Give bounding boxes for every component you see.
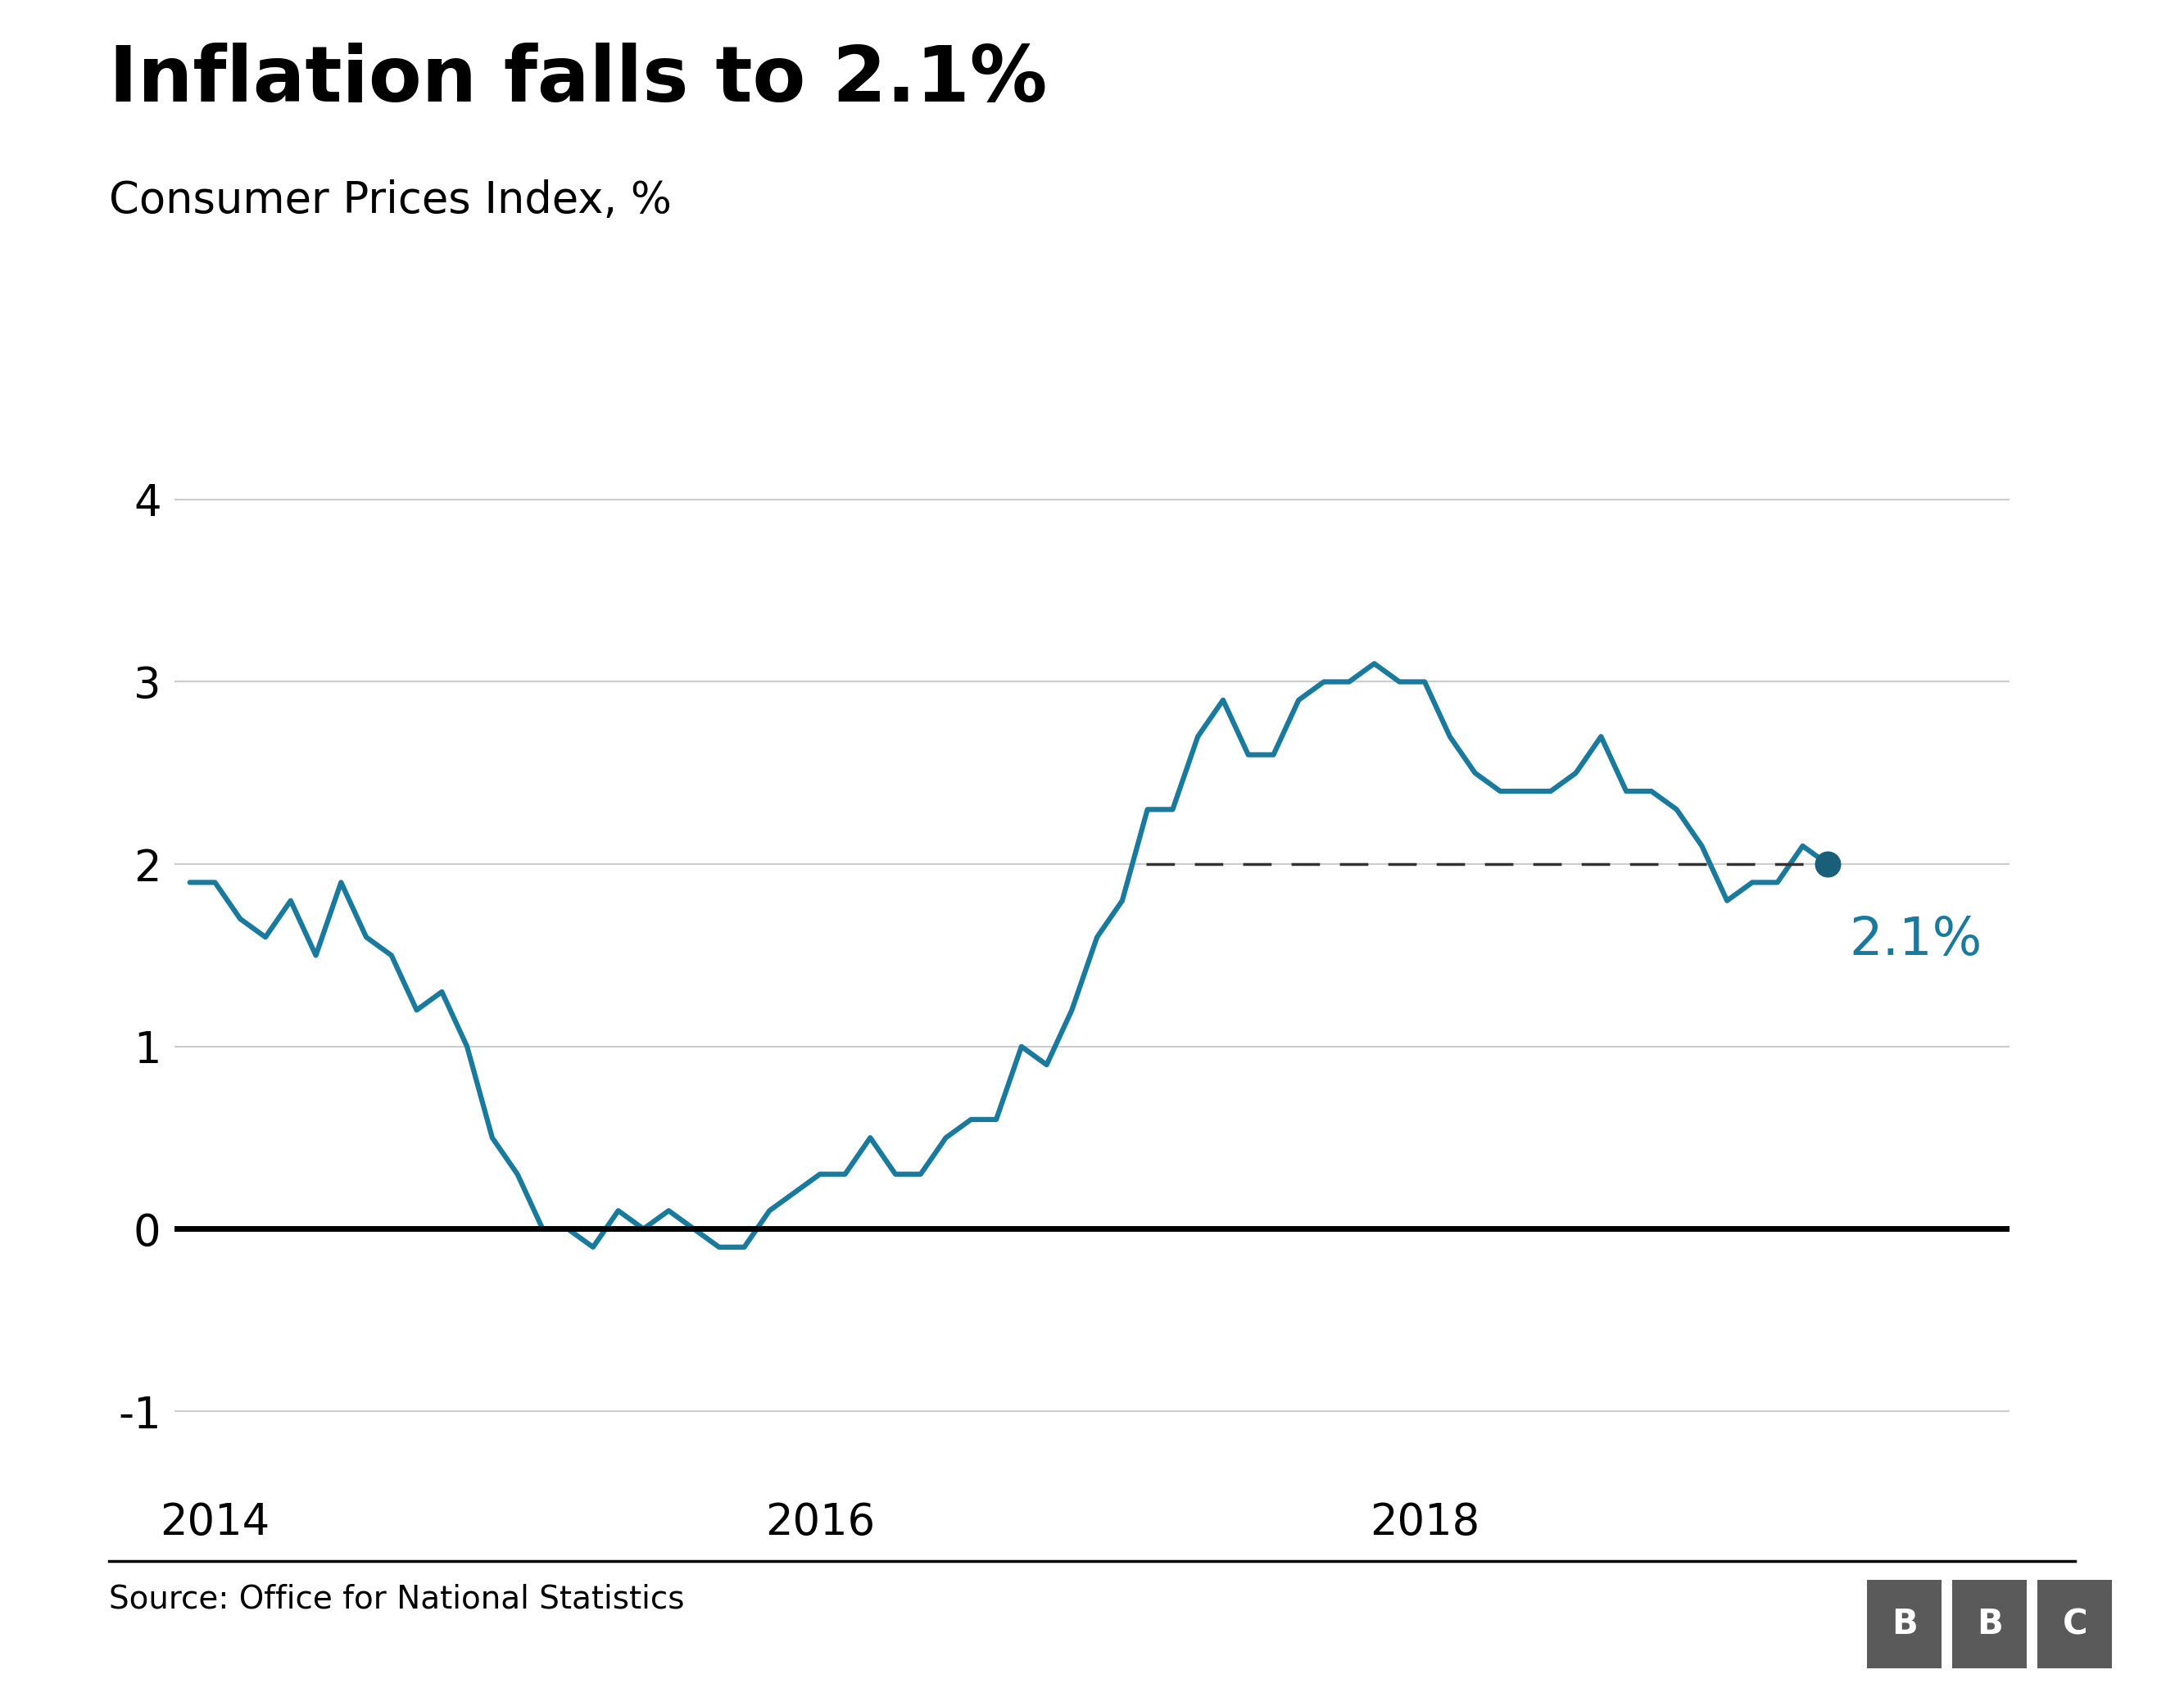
Text: Inflation falls to 2.1%: Inflation falls to 2.1%	[109, 43, 1048, 118]
Text: Source: Office for National Statistics: Source: Office for National Statistics	[109, 1583, 686, 1614]
Text: 2.1%: 2.1%	[1850, 914, 1981, 966]
Text: C: C	[2062, 1607, 2088, 1641]
Text: B: B	[1891, 1607, 1918, 1641]
Text: Consumer Prices Index, %: Consumer Prices Index, %	[109, 179, 673, 222]
Text: B: B	[1977, 1607, 2003, 1641]
